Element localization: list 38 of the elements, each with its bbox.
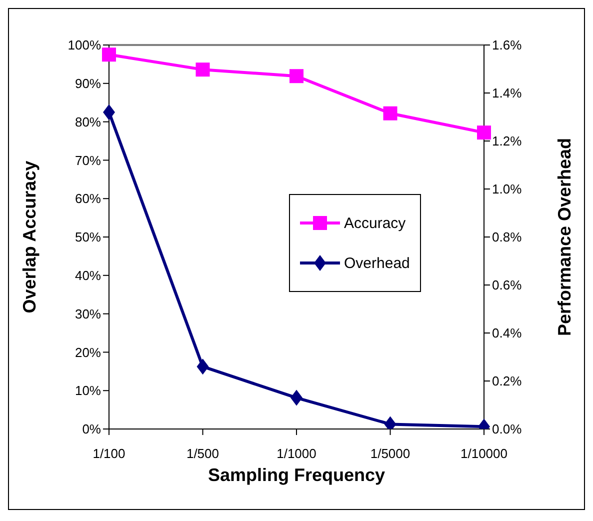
y2-tick-label: 0.4% xyxy=(492,326,522,341)
x-tick-label: 1/100 xyxy=(92,446,126,462)
y-tick-label: 30% xyxy=(74,306,102,322)
y-tick-label: 90% xyxy=(74,76,102,92)
y-tick-label: 70% xyxy=(74,152,102,168)
point xyxy=(477,126,491,140)
y-axis-title: Overlap Accuracy xyxy=(19,160,40,314)
legend-label: Overhead xyxy=(344,254,410,272)
point xyxy=(290,390,302,406)
point xyxy=(290,69,304,84)
y2-tick-label: 0.0% xyxy=(492,422,522,437)
x-tick-label: 1/1000 xyxy=(276,446,316,462)
y2-tick-label: 0.6% xyxy=(492,278,522,293)
y-tick-label: 60% xyxy=(74,191,102,206)
y2-tick-label: 0.2% xyxy=(492,374,522,389)
y-tick-label: 100% xyxy=(68,38,102,53)
point xyxy=(196,358,209,375)
point xyxy=(103,104,115,120)
y2-tick-label: 1.0% xyxy=(492,182,522,197)
y2-tick-label: 1.2% xyxy=(492,134,522,149)
y-tick-label: 40% xyxy=(74,268,102,284)
y2-tick-label: 1.4% xyxy=(492,86,522,101)
y2-tick-label: 0.8% xyxy=(492,230,522,245)
point xyxy=(383,106,398,120)
y2-axis-title: Performance Overhead xyxy=(554,138,574,336)
y-tick-label: 0% xyxy=(82,422,102,437)
x-tick-label: 1/10000 xyxy=(460,446,508,462)
x-axis-title: Sampling Frequency xyxy=(208,465,386,485)
y-tick-label: 10% xyxy=(74,383,102,398)
x-tick-label: 1/500 xyxy=(186,446,220,462)
legend-label: Accuracy xyxy=(344,214,406,232)
y-tick-label: 20% xyxy=(74,344,102,360)
point xyxy=(196,62,210,77)
point xyxy=(102,48,116,62)
y-tick-label: 50% xyxy=(74,230,102,245)
x-tick-label: 1/5000 xyxy=(370,446,410,462)
y2-tick-label: 1.6% xyxy=(492,38,522,53)
y-tick-label: 80% xyxy=(74,114,102,130)
